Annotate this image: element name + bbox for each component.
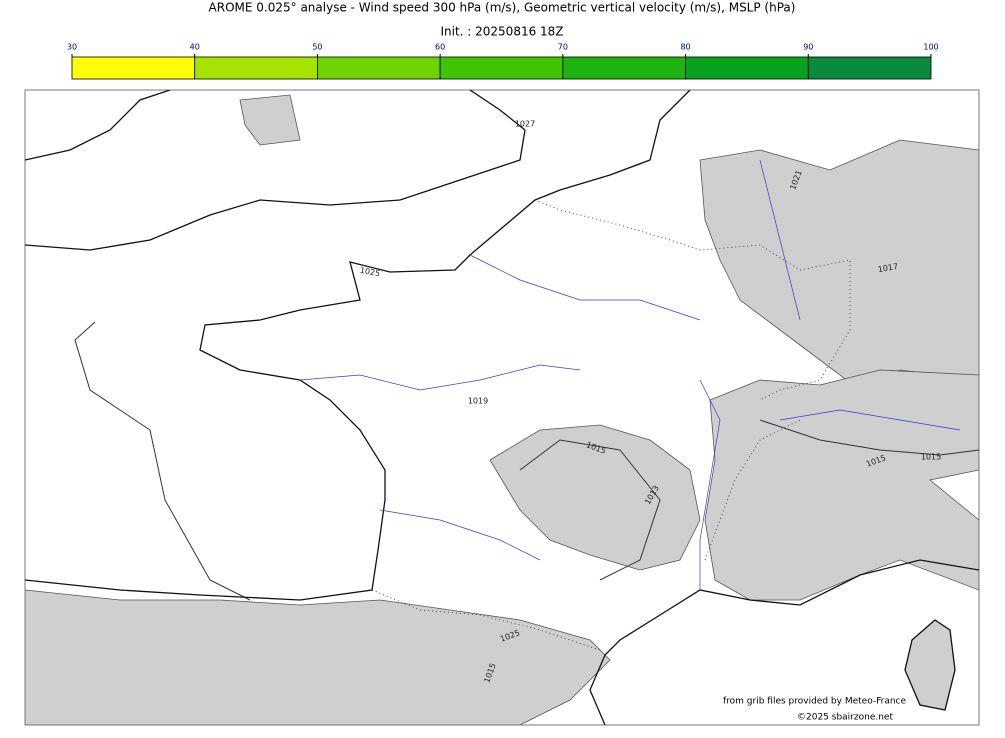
isobar-label: 1017 <box>877 262 899 274</box>
colorbar-segment <box>562 56 686 80</box>
coastline <box>25 90 691 601</box>
border <box>371 589 601 651</box>
coastline <box>25 90 526 251</box>
isobar <box>759 419 979 456</box>
border <box>534 199 851 401</box>
colorbar-tick-label: 30 <box>67 43 77 52</box>
colorbar-segment <box>317 56 441 80</box>
copyright: ©2025 sbairzone.net <box>797 713 893 723</box>
colorbar-segment <box>685 56 809 80</box>
colorbar-segment <box>71 56 196 80</box>
river <box>699 379 721 590</box>
colorbar-tick-label: 80 <box>680 43 690 52</box>
colorbar-tick-label: 90 <box>803 43 813 52</box>
relief-massif <box>489 424 701 571</box>
river <box>299 364 581 391</box>
relief-england <box>239 94 301 146</box>
relief-pyrenees <box>25 589 611 725</box>
coastline <box>904 619 956 711</box>
river <box>379 509 541 561</box>
colorbar-tick-label: 100 <box>923 43 938 52</box>
coastline <box>25 90 171 161</box>
colorbar-segment <box>807 56 932 80</box>
colorbar: 30 40 50 60 70 80 90 100 <box>67 43 939 80</box>
subtitle: Init. : 20250816 18Z <box>440 25 563 39</box>
colorbar-tick-label: 50 <box>312 43 322 52</box>
colorbar-segment <box>439 56 564 80</box>
isobar-label: 1019 <box>468 397 488 406</box>
colorbar-tick-label: 40 <box>190 43 200 52</box>
isobar-label: 1015 <box>921 453 941 462</box>
border <box>704 419 801 561</box>
isobar-label: 1025 <box>359 266 381 278</box>
colorbar-tick-label: 60 <box>435 43 445 52</box>
colorbar-tick-label: 70 <box>558 43 568 52</box>
isobar-label: 1027 <box>515 120 535 129</box>
river <box>779 409 961 431</box>
isobar <box>74 321 251 601</box>
title: AROME 0.025° analyse - Wind speed 300 hP… <box>209 1 796 15</box>
isobar <box>519 439 661 581</box>
river <box>759 159 801 321</box>
river <box>469 254 701 321</box>
relief-alps <box>704 369 979 601</box>
colorbar-segment <box>194 56 318 80</box>
source-credit: from grib files provided by Meteo-France <box>723 697 906 707</box>
